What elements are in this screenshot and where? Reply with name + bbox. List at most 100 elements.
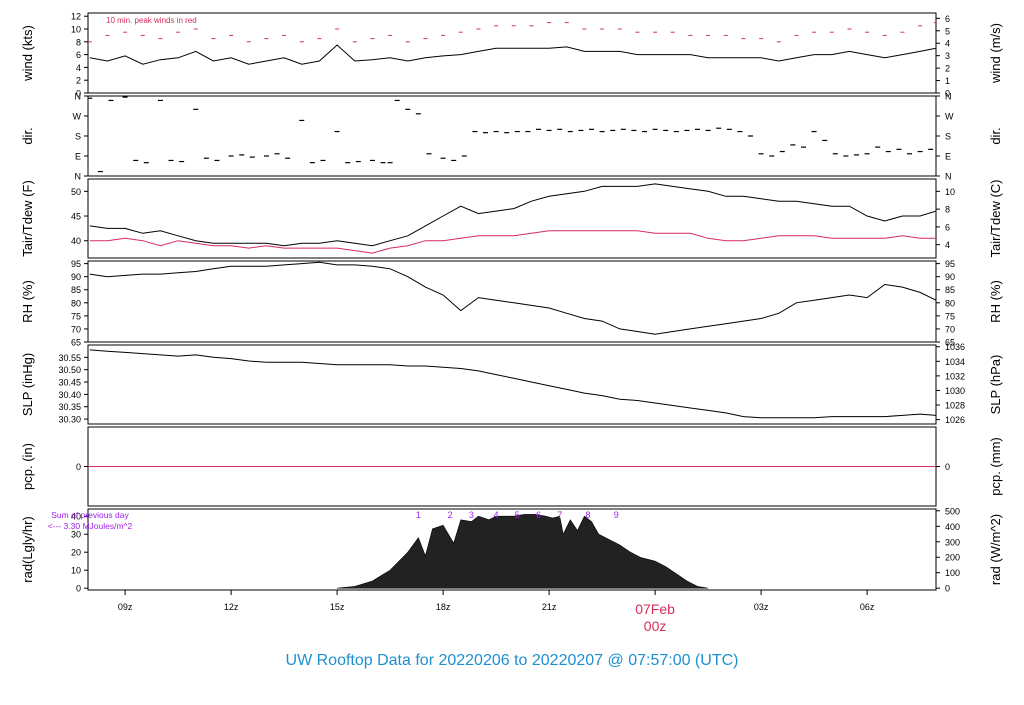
ylabel-left: SLP (inHg) [20, 353, 35, 416]
ylabel-right: pcp. (mm) [988, 437, 1003, 496]
radiation-area [337, 514, 709, 589]
panel-data [337, 514, 709, 589]
left-tick-label: 8 [76, 37, 81, 47]
x-tick-label: 12z [224, 602, 239, 612]
left-tick-label: 90 [71, 272, 81, 282]
x-tick-label: 15z [330, 602, 345, 612]
right-tick-label: 1036 [945, 342, 965, 352]
series-line-1 [89, 261, 936, 335]
left-tick-label: 30.50 [58, 365, 81, 375]
panel-frame [87, 260, 937, 343]
ylabel-left: Tair/Tdew (F) [20, 180, 35, 257]
hour-marker: 2 [448, 510, 453, 520]
hour-marker: 9 [614, 510, 619, 520]
left-tick-label: 80 [71, 298, 81, 308]
left-tick-label: 30.40 [58, 390, 81, 400]
panel-data [89, 261, 936, 335]
panel-frame [87, 12, 937, 94]
series-line-1 [89, 183, 936, 247]
panel-data [88, 22, 936, 65]
right-tick-label: 85 [945, 285, 955, 295]
right-tick-label: 6 [945, 14, 950, 24]
series-line-2 [89, 230, 936, 254]
panel-frame [87, 508, 937, 591]
hour-marker: 8 [585, 510, 590, 520]
right-tick-label: 6 [945, 222, 950, 232]
ylabel-right: rad (W/m^2) [988, 514, 1003, 585]
right-tick-label: 1 [945, 76, 950, 86]
left-tick-label: 12 [71, 12, 81, 22]
left-tick-label: 30.30 [58, 415, 81, 425]
ylabel-left: rad(Lgly/hr) [20, 516, 35, 582]
ylabel-right: SLP (hPa) [988, 355, 1003, 415]
right-tick-label: 500 [945, 506, 960, 516]
left-tick-label: 6 [76, 50, 81, 60]
panel-5: 30.30 30.35 30.40 30.45 30.50 30.55 1026 1028 10… [20, 342, 1003, 425]
right-tick-label: 1034 [945, 357, 965, 367]
left-tick-label: N [75, 92, 82, 102]
ylabel-left: wind (kts) [20, 25, 35, 82]
x-date-label: 07Feb [635, 601, 675, 617]
right-tick-label: 200 [945, 553, 960, 563]
ylabel-left: pcp. (in) [20, 443, 35, 490]
right-tick-label: 4 [945, 39, 950, 49]
left-tick-label: 4 [76, 63, 81, 73]
hour-marker: 3 [469, 510, 474, 520]
right-tick-label: 75 [945, 311, 955, 321]
left-tick-label: W [73, 112, 82, 122]
ylabel-right: Tair/Tdew (C) [988, 179, 1003, 257]
left-tick-label: 65 [71, 338, 81, 348]
hour-marker: 6 [536, 510, 541, 520]
left-tick-label: 10 [71, 566, 81, 576]
panel-data [89, 183, 936, 254]
right-tick-label: 1026 [945, 415, 965, 425]
panel-6: 0 0 pcp. (in) pcp. (mm) [20, 426, 1003, 507]
left-tick-label: N [75, 172, 82, 182]
panel-frame [87, 178, 937, 259]
left-tick-label: 85 [71, 285, 81, 295]
left-tick-label: 0 [76, 462, 81, 472]
right-tick-label: 1030 [945, 386, 965, 396]
left-tick-label: 20 [71, 548, 81, 558]
panel-frame [87, 344, 937, 425]
hour-marker: 5 [515, 510, 520, 520]
right-tick-label: 10 [945, 187, 955, 197]
rad-annotation-line2: <--- 3.30 MJoules/m^2 [48, 521, 133, 531]
right-tick-label: 2 [945, 64, 950, 74]
x-axis: 09z 12z 15z 18z 21z 00z 03z 06z 07Feb [118, 590, 875, 634]
ylabel-right: wind (m/s) [988, 23, 1003, 84]
panel-annotation: 10 min. peak winds in red [106, 16, 197, 25]
left-tick-label: E [75, 152, 81, 162]
panel-frame [87, 95, 937, 177]
right-tick-label: 100 [945, 568, 960, 578]
x-tick-label: 06z [860, 602, 875, 612]
chart-title: UW Rooftop Data for 20220206 to 20220207… [286, 652, 739, 669]
right-tick-label: E [945, 152, 951, 162]
left-tick-label: 30 [71, 530, 81, 540]
right-tick-label: 0 [945, 584, 950, 594]
hour-marker: 1 [416, 510, 421, 520]
panel-3: 40 45 50 4 6 8 10 Tair/Tdew (F) Tair/Tdew (C) [20, 178, 1003, 259]
right-tick-label: 0 [945, 89, 950, 99]
left-tick-label: 10 [71, 25, 81, 35]
left-tick-label: 40 [71, 512, 81, 522]
ylabel-right: RH (%) [988, 280, 1003, 323]
hour-marker: 4 [494, 510, 499, 520]
right-tick-label: 70 [945, 324, 955, 334]
left-tick-label: 50 [71, 187, 81, 197]
left-tick-label: 40 [71, 236, 81, 246]
x-tick-label: 03z [754, 602, 769, 612]
right-tick-label: 1032 [945, 371, 965, 381]
left-tick-label: 0 [76, 584, 81, 594]
left-tick-label: 45 [71, 212, 81, 222]
x-tick-label: 21z [542, 602, 557, 612]
right-tick-label: 1028 [945, 401, 965, 411]
x-tick-label: 00z [644, 618, 667, 634]
right-tick-label: 4 [945, 240, 950, 250]
right-tick-label: 8 [945, 205, 950, 215]
panel-data [89, 349, 936, 419]
